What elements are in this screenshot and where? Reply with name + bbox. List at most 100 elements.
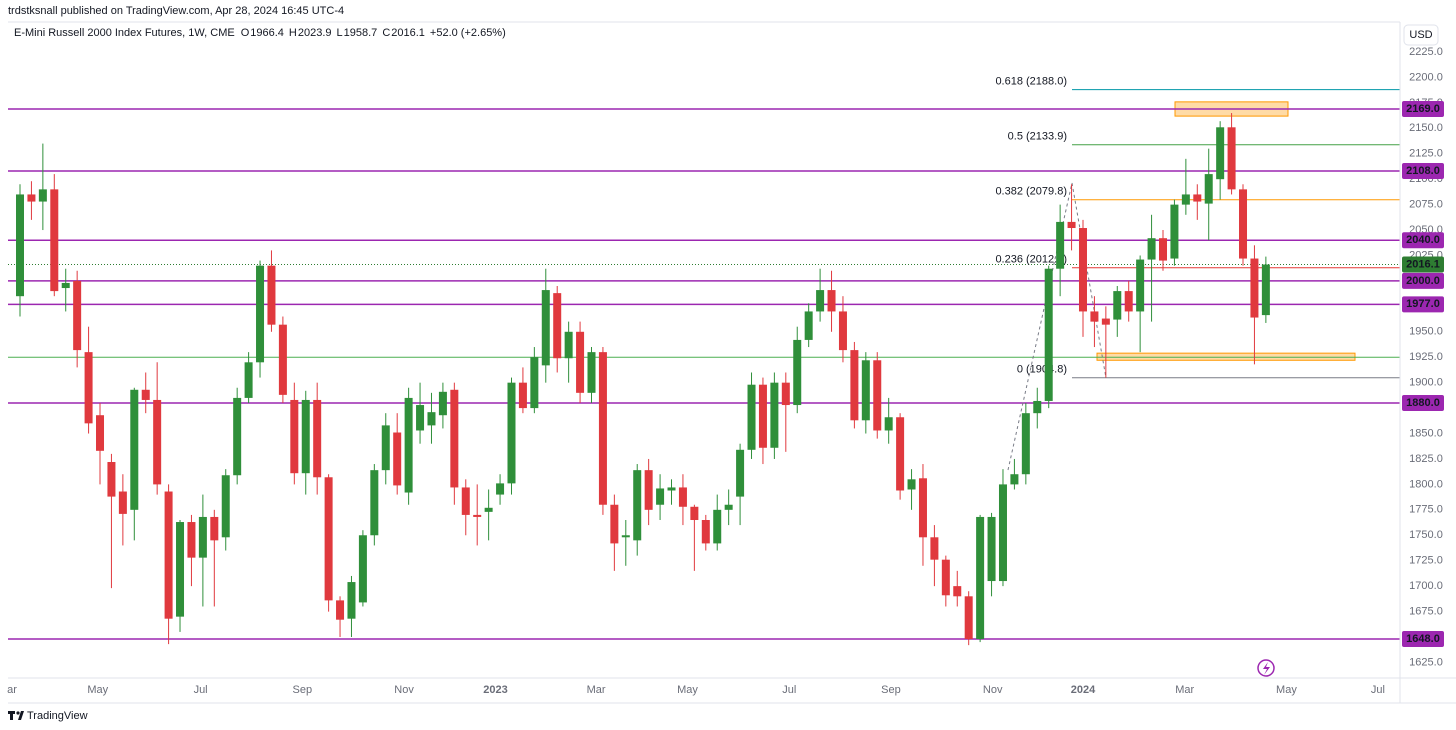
price-tag	[1402, 232, 1444, 249]
candle-body	[530, 357, 539, 409]
y-tick-label: 1700.0	[1409, 580, 1443, 592]
candle-body	[313, 399, 322, 478]
price-tag-label: 1977.0	[1406, 298, 1440, 310]
candle-body	[347, 582, 356, 619]
candle-body	[576, 331, 585, 393]
candle-body	[1250, 258, 1259, 318]
candle-body	[976, 516, 985, 640]
x-tick-label: Nov	[394, 684, 414, 696]
candle-body	[176, 522, 185, 617]
candle-body	[473, 514, 482, 517]
logo-part	[10, 711, 13, 720]
candle-body	[267, 265, 276, 325]
candle-body	[1216, 127, 1225, 180]
candle-body	[244, 362, 253, 398]
candle-body	[1067, 221, 1076, 229]
candle-body	[164, 491, 173, 619]
currency[interactable]: USD	[1409, 29, 1432, 41]
candle-body	[701, 520, 710, 544]
logo-part	[16, 711, 20, 715]
price-tag-label: 2016.1	[1406, 258, 1440, 270]
candle-body	[198, 516, 207, 558]
y-tick-label: 1900.0	[1409, 377, 1443, 389]
price-tag-label: 2040.0	[1406, 234, 1440, 246]
y-tick-label: 2075.0	[1409, 199, 1443, 211]
price-tag-label: 1880.0	[1406, 397, 1440, 409]
x-tick-label: 2023	[483, 684, 507, 696]
x-tick-label: May	[87, 684, 108, 696]
candle-body	[107, 462, 116, 497]
candle-body	[598, 352, 607, 505]
x-tick-label: 2024	[1071, 684, 1096, 696]
legend-item: 2023.9	[298, 27, 332, 39]
legend-item: +52.0 (+2.65%)	[430, 27, 506, 39]
candle-body	[1204, 174, 1213, 204]
price-tag-label: 2108.0	[1406, 165, 1440, 177]
candle-body	[896, 417, 905, 491]
candle-body	[438, 391, 447, 416]
lightning-icon[interactable]	[1257, 659, 1275, 677]
x-tick-label: Sep	[881, 684, 901, 696]
candle-body	[358, 535, 367, 603]
footer-logo	[8, 711, 24, 720]
y-tick-label: 1750.0	[1409, 529, 1443, 541]
zone	[1096, 352, 1356, 361]
currency-box[interactable]	[1403, 24, 1439, 46]
candle-body	[1044, 268, 1053, 401]
candle-body	[941, 559, 950, 596]
candle-body	[118, 491, 127, 514]
candle-body	[484, 507, 493, 512]
y-tick-label: 1925.0	[1409, 351, 1443, 363]
candle-body	[930, 537, 939, 560]
candle-body	[1239, 189, 1248, 259]
candle-body	[38, 189, 47, 202]
legend-item: L	[337, 27, 343, 39]
y-tick-label: 2150.0	[1409, 122, 1443, 134]
candle-body	[518, 382, 527, 409]
candle-body	[861, 360, 870, 421]
candle-body	[1136, 259, 1145, 312]
candle-body	[621, 535, 630, 538]
candle-body	[324, 477, 333, 601]
y-tick-label: 1775.0	[1409, 504, 1443, 516]
candle-body	[1101, 318, 1110, 325]
candle-body	[644, 470, 653, 510]
legend-item: C	[382, 27, 390, 39]
x-tick-label: Jul	[782, 684, 796, 696]
y-tick-label: 1625.0	[1409, 656, 1443, 668]
y-tick-label: 2200.0	[1409, 71, 1443, 83]
logo-part	[18, 711, 24, 720]
candle-body	[587, 352, 596, 393]
candle-body	[724, 504, 733, 510]
x-tick-label: Mar	[587, 684, 606, 696]
candle-body	[850, 350, 859, 421]
candle-body	[233, 397, 242, 476]
candle-body	[1261, 264, 1270, 316]
price-tag-label: 2000.0	[1406, 275, 1440, 287]
candle-body	[416, 405, 425, 431]
candle-body	[210, 516, 219, 541]
candle-body	[907, 479, 916, 490]
x-tick-label: ar	[7, 684, 17, 696]
legend-item: 2016.1	[391, 27, 425, 39]
candle-body	[781, 382, 790, 406]
y-tick-label: 2225.0	[1409, 46, 1443, 58]
candle-body	[61, 282, 70, 289]
candle-body	[873, 360, 882, 431]
candle-body	[667, 487, 676, 491]
candle-body	[336, 600, 345, 620]
candle-body	[793, 339, 802, 406]
candle-body	[747, 384, 756, 450]
price-tag	[1402, 256, 1444, 273]
lightning-glyph	[1263, 662, 1270, 675]
fib-label: 0 (1904.8)	[1017, 364, 1067, 376]
candle-body	[541, 290, 550, 366]
fib-label: 0.382 (2079.8)	[995, 186, 1067, 198]
candle-body	[656, 488, 665, 505]
candle-body	[1078, 228, 1087, 312]
candle-body	[393, 432, 402, 486]
candle-body	[507, 382, 516, 484]
price-tag-label: 1648.0	[1406, 633, 1440, 645]
y-tick-label: 1675.0	[1409, 605, 1443, 617]
fib-trend	[1007, 182, 1073, 471]
